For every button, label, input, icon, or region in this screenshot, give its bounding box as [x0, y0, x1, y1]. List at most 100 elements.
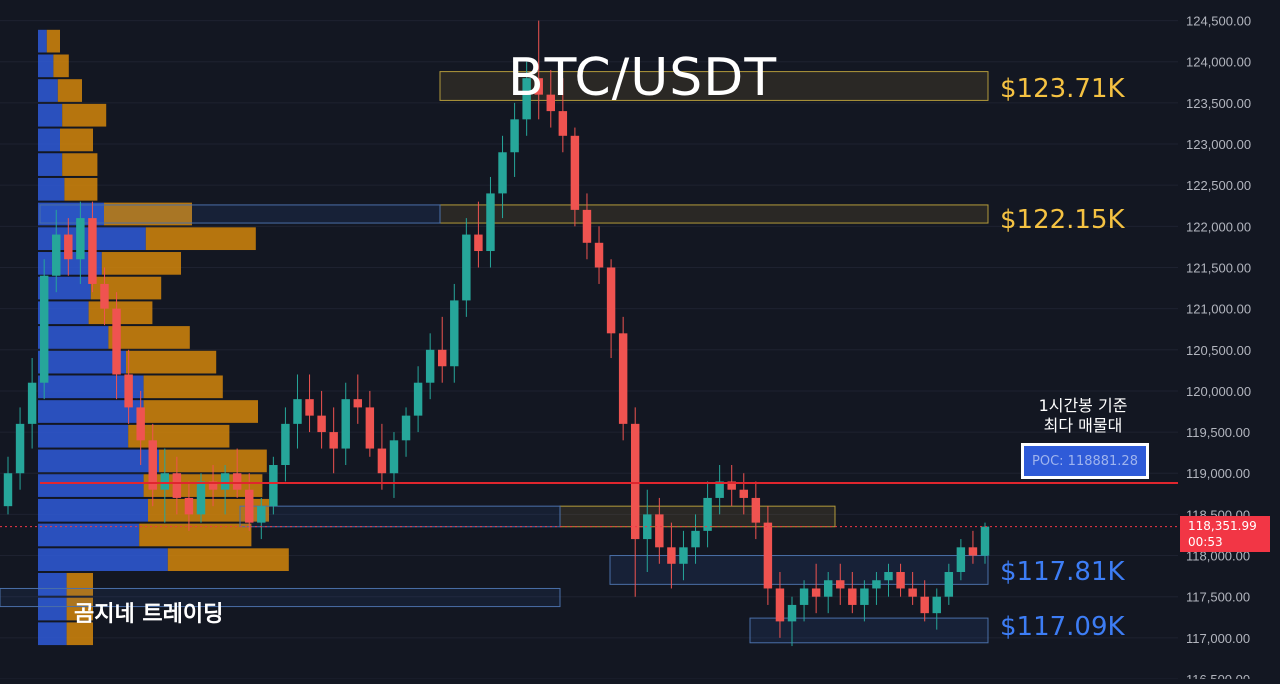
- candle-body: [474, 234, 483, 252]
- candle-body: [353, 399, 363, 408]
- vp-buy-bar: [38, 523, 140, 547]
- vp-sell-bar: [53, 54, 69, 78]
- candle-body: [811, 588, 821, 597]
- candle-body: [968, 547, 978, 556]
- candle-body: [184, 497, 194, 515]
- candle-body: [425, 349, 435, 383]
- y-tick-label: 119,000.00: [1186, 466, 1250, 481]
- candle-body: [377, 448, 387, 474]
- vp-buy-bar: [38, 202, 104, 226]
- vp-buy-bar: [38, 622, 67, 646]
- candle-body: [486, 193, 495, 252]
- candle-body: [944, 572, 954, 597]
- vp-sell-bar: [159, 449, 267, 473]
- vp-sell-bar: [101, 252, 181, 275]
- annotation-line-2: 최다 매물대: [1043, 416, 1123, 435]
- candle-body: [836, 580, 845, 589]
- candle-body: [510, 119, 519, 153]
- candle-body: [896, 572, 905, 589]
- vp-sell-bar: [143, 375, 223, 399]
- vp-sell-bar: [66, 622, 93, 646]
- price-zone: [749, 617, 989, 644]
- candle-body: [655, 514, 664, 548]
- level-text: $122.15K: [1000, 205, 1125, 235]
- reference-lines: [0, 482, 1178, 528]
- candle-body: [848, 588, 857, 605]
- candle-body: [799, 588, 809, 605]
- candle-body: [582, 209, 592, 243]
- vp-sell-bar: [145, 227, 256, 251]
- vp-buy-bar: [38, 301, 89, 325]
- candle-body: [401, 415, 411, 441]
- candle-body: [160, 473, 170, 490]
- candle-body: [64, 234, 73, 260]
- y-tick-label: 122,000.00: [1186, 219, 1251, 234]
- vp-sell-bar: [64, 177, 98, 201]
- candle-body: [872, 580, 881, 589]
- vp-sell-bar: [46, 29, 60, 53]
- level-label-117-09k: $117.09K: [1000, 614, 1125, 640]
- candle-body: [884, 572, 893, 581]
- vp-sell-bar: [108, 326, 190, 349]
- candle-body: [88, 218, 97, 284]
- candle-body: [860, 588, 869, 605]
- y-tick-label: 117,000.00: [1186, 631, 1250, 646]
- candle-body: [269, 465, 278, 507]
- vp-buy-bar: [38, 424, 129, 448]
- y-tick-label: 119,500.00: [1186, 425, 1250, 440]
- vp-buy-bar: [38, 153, 63, 176]
- candle-body: [329, 432, 338, 449]
- vp-sell-bar: [148, 498, 269, 522]
- candle-body: [570, 135, 580, 210]
- candle-body: [534, 78, 543, 95]
- channel-watermark: 곰지네 트레이딩: [74, 602, 224, 627]
- candle-body: [606, 267, 616, 334]
- vp-buy-bar: [38, 103, 63, 127]
- vp-buy-bar: [38, 449, 159, 473]
- candle-body: [643, 514, 652, 540]
- poc-label: POC: 118881.28: [1032, 453, 1138, 469]
- candle-body: [739, 489, 748, 498]
- candle-body: [389, 440, 399, 474]
- candle-body: [39, 275, 49, 383]
- candle-body: [498, 152, 507, 194]
- y-tick-label: 118,000.00: [1186, 549, 1250, 564]
- candle-body: [956, 547, 966, 573]
- candle-body: [281, 423, 290, 466]
- y-tick-label: 120,000.00: [1186, 384, 1251, 399]
- candle-body: [751, 497, 761, 523]
- y-tick-label: 121,500.00: [1186, 260, 1251, 275]
- candle-body: [462, 234, 471, 301]
- price-zone: [439, 71, 989, 101]
- level-label-122-15k: $122.15K: [1000, 207, 1125, 233]
- candle-body: [558, 111, 568, 136]
- candle-body: [787, 604, 797, 622]
- y-tick-label: 123,500.00: [1186, 96, 1251, 111]
- candle-body: [715, 481, 724, 498]
- candle-body: [823, 580, 833, 597]
- vp-sell-bar: [66, 597, 93, 621]
- candle-body: [763, 522, 773, 589]
- candle-body: [100, 283, 109, 309]
- vp-sell-bar: [139, 523, 252, 547]
- vp-sell-bar: [62, 103, 107, 127]
- vp-sell-bar: [57, 79, 82, 102]
- candle-body: [438, 349, 447, 367]
- candle-body: [679, 547, 688, 564]
- candle-body: [232, 473, 242, 490]
- y-tick-label: 117,500.00: [1186, 590, 1250, 605]
- candle-body: [245, 489, 254, 523]
- level-label-117-81k: $117.81K: [1000, 559, 1125, 585]
- candle-body: [522, 78, 531, 120]
- candle-body: [413, 382, 423, 416]
- price-zone: [609, 555, 989, 585]
- last-price-tag: 118,351.99 00:53: [1180, 516, 1270, 552]
- price-zone: [559, 505, 836, 528]
- price-axis[interactable]: 124,500.00 124,000.00 123,500.00 123,000.00…: [1186, 14, 1251, 684]
- candle-body: [220, 473, 230, 490]
- candle-body: [208, 481, 218, 490]
- candle-body: [908, 588, 917, 597]
- vp-sell-bar: [60, 128, 93, 152]
